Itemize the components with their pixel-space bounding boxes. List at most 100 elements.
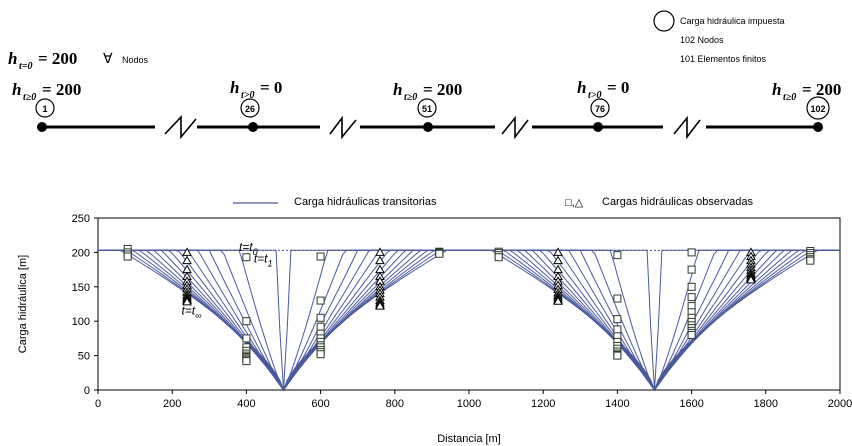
svg-text:= 0: = 0 — [607, 78, 629, 97]
chart: 0 200 400 600 800 1000 1200 1400 1600 1800 2000 0 50… — [17, 213, 852, 445]
observed-square — [687, 265, 696, 274]
x-tick-label: 1800 — [754, 398, 778, 410]
svg-text:t>0: t>0 — [588, 90, 601, 101]
x-tick-label: 1400 — [605, 398, 629, 410]
observed-square — [316, 296, 325, 305]
time-annotation: t=t1 — [254, 252, 273, 269]
observed-triangle — [182, 247, 192, 256]
transient-curve — [98, 249, 840, 392]
observed-square — [316, 252, 325, 261]
svg-text:26: 26 — [245, 104, 255, 114]
observed-square — [316, 350, 325, 359]
svg-text:h: h — [577, 78, 586, 97]
x-tick-label: 400 — [237, 398, 255, 410]
imposed-head-circle-icon — [653, 10, 675, 32]
legend-line-label: Carga hidráulicas transitorias — [294, 196, 437, 208]
observed-square — [123, 252, 132, 261]
transient-curve — [98, 249, 840, 391]
forall-symbol: ∀ — [103, 50, 113, 66]
bc-label-node-102: h t≥0 = 200 — [772, 80, 841, 103]
svg-text:h: h — [393, 80, 402, 99]
transient-curve — [98, 249, 840, 391]
y-tick-label: 200 — [72, 247, 90, 259]
initial-h-sub: t=0 — [19, 61, 32, 72]
time-annotation: t=t∞ — [181, 303, 201, 320]
node-dot-1 — [37, 122, 47, 132]
svg-text:t≥0: t≥0 — [783, 92, 796, 103]
legend-marker-symbols: □,△ — [565, 197, 584, 209]
svg-text:h: h — [12, 80, 21, 99]
transient-curve — [98, 249, 840, 391]
node-circle-51: 51 — [417, 98, 437, 118]
transient-curve — [98, 249, 840, 392]
x-tick-label: 1000 — [457, 398, 481, 410]
legend-elements: 101 Elementos finitos — [680, 54, 767, 64]
transient-curve — [98, 249, 840, 391]
observed-square — [242, 357, 251, 366]
svg-text:= 200: = 200 — [802, 80, 841, 99]
observed-square — [242, 317, 251, 326]
observed-triangle — [553, 296, 563, 305]
schematic: h t=0 = 200 ∀ Nodos Carga hidráulica imp… — [8, 10, 841, 140]
bc-label-node-1: h t≥0 = 200 — [12, 80, 81, 103]
svg-text:51: 51 — [422, 104, 432, 114]
observed-triangle — [182, 296, 192, 306]
node-circle-102: 102 — [806, 96, 830, 120]
nodes-label: Nodos — [122, 55, 149, 65]
observed-triangle — [553, 247, 563, 256]
observed-square — [687, 330, 696, 339]
svg-text:h: h — [230, 78, 239, 97]
observed-square — [613, 325, 622, 334]
svg-text:t≥0: t≥0 — [404, 92, 417, 103]
transient-curve — [98, 249, 840, 391]
observed-triangle — [553, 255, 563, 265]
y-tick-label: 150 — [72, 282, 90, 294]
bc-label-node-76: h t>0 = 0 — [577, 78, 629, 101]
svg-text:= 0: = 0 — [260, 78, 282, 97]
transient-curve — [98, 249, 840, 392]
observed-triangle — [375, 301, 385, 310]
node-dot-76 — [593, 122, 603, 132]
x-tick-label: 800 — [386, 398, 404, 410]
observed-square — [687, 282, 696, 291]
initial-h-value: = 200 — [38, 49, 77, 68]
node-dot-51 — [423, 122, 433, 132]
bc-label-node-26: h t>0 = 0 — [230, 78, 282, 101]
y-tick-label: 0 — [84, 385, 90, 397]
node-circle-26: 26 — [240, 98, 260, 118]
node-circle-1: 1 — [35, 98, 55, 118]
transient-curves — [98, 249, 840, 392]
observed-square — [242, 334, 251, 343]
y-tick-label: 100 — [72, 316, 90, 328]
observed-square — [613, 315, 622, 324]
x-axis-label: Distancia [m] — [437, 433, 501, 445]
observed-square — [316, 322, 325, 331]
node-circle-76: 76 — [590, 98, 610, 118]
transient-curve — [98, 249, 840, 392]
transient-curve — [98, 249, 840, 392]
bc-label-node-51: h t≥0 = 200 — [393, 80, 462, 103]
svg-text:76: 76 — [595, 104, 605, 114]
observed-triangle — [375, 247, 385, 256]
svg-text:= 200: = 200 — [423, 80, 462, 99]
svg-text:t≥0: t≥0 — [23, 92, 36, 103]
x-tick-label: 1600 — [679, 398, 703, 410]
chart-legend: Carga hidráulicas transitorias □,△ Carga… — [233, 196, 754, 209]
y-tick-label: 50 — [78, 351, 90, 363]
initial-h-symbol: h — [8, 49, 17, 68]
node-dot-102 — [813, 122, 823, 132]
observed-markers — [123, 244, 815, 366]
x-tick-label: 1200 — [531, 398, 555, 410]
observed-square — [806, 256, 815, 265]
legend-imposed-head: Carga hidráulica impuesta — [680, 16, 785, 26]
legend-nodes: 102 Nodos — [680, 35, 724, 45]
svg-text:102: 102 — [810, 104, 825, 114]
transient-curve — [98, 249, 840, 391]
svg-text:t>0: t>0 — [241, 90, 254, 101]
svg-text:= 200: = 200 — [42, 80, 81, 99]
observed-square — [687, 248, 696, 257]
observed-square — [242, 253, 251, 262]
observed-square — [613, 351, 622, 360]
legend-marker-label: Cargas hidráulicas observadas — [602, 196, 754, 208]
